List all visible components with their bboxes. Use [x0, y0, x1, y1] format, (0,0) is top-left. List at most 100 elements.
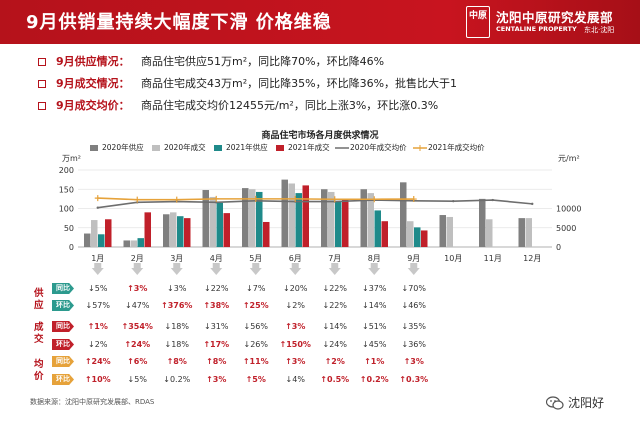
- legend-swatch: [90, 145, 98, 151]
- bar: [98, 234, 105, 247]
- page-title: 9月供销量持续大幅度下滑 价格维稳: [26, 12, 332, 33]
- legend-label: 2021年成交: [288, 142, 330, 152]
- y-tick-label: 150: [59, 185, 74, 194]
- change-cell: ↓22%: [204, 284, 229, 293]
- legend-swatch: [276, 145, 284, 151]
- x-tick-label: 4月: [210, 254, 223, 263]
- change-cell: ↓14%: [362, 301, 387, 310]
- change-cell: ↓5%: [127, 375, 147, 384]
- bar: [249, 189, 256, 247]
- legend-label: 2021年成交均价: [428, 142, 485, 152]
- bar: [256, 191, 263, 247]
- legend-label: 2020年成交: [164, 142, 206, 152]
- bar: [263, 221, 270, 247]
- bar: [184, 218, 191, 247]
- row-tag: 环比: [52, 374, 74, 385]
- change-cell: ↓2%: [88, 340, 108, 349]
- row-tag: 环比: [52, 300, 74, 311]
- change-cell: ↓18%: [164, 322, 189, 331]
- bar: [342, 199, 349, 247]
- x-tick-label: 6月: [289, 254, 302, 263]
- change-cell: ↓36%: [401, 340, 426, 349]
- change-cell: ↓70%: [401, 284, 426, 293]
- x-tick-label: 8月: [368, 254, 381, 263]
- bullet-label: 9月成交均价：: [56, 99, 130, 112]
- x-tick-label: 12月: [523, 254, 541, 263]
- legend-swatch: [152, 145, 160, 151]
- bullet-square-icon: [38, 58, 46, 66]
- line-point: [252, 195, 259, 202]
- wechat-icon: [546, 396, 564, 410]
- bar: [223, 213, 230, 247]
- line-point: [96, 206, 99, 209]
- legend-marker: [417, 145, 423, 151]
- bar: [163, 214, 170, 247]
- row-tag: 同比: [52, 321, 74, 332]
- x-tick-label: 2月: [131, 254, 144, 263]
- change-cell: ↑376%: [161, 301, 193, 310]
- bar: [281, 179, 288, 247]
- change-cell: ↓7%: [246, 284, 266, 293]
- change-cell: ↓51%: [362, 322, 387, 331]
- line-point: [173, 196, 180, 203]
- bar: [407, 221, 414, 247]
- x-tick-label: 9月: [407, 254, 420, 263]
- bar: [202, 190, 209, 247]
- bar: [170, 212, 177, 247]
- change-cell: ↑3%: [285, 322, 306, 331]
- change-cell: ↑0.5%: [320, 375, 350, 384]
- change-cell: ↓22%: [322, 284, 347, 293]
- group-label: 均价: [34, 359, 44, 382]
- bar: [137, 238, 144, 247]
- bar: [486, 219, 493, 247]
- bullet-text: 商品住宅成交43万m²，同比降35%，环比降36%，批售比大于1: [141, 77, 458, 90]
- change-cell: ↓45%: [362, 340, 387, 349]
- line-point: [134, 196, 141, 203]
- bar: [518, 218, 525, 247]
- x-tick-label: 5月: [249, 254, 262, 263]
- bar: [328, 191, 335, 247]
- x-tick-label: 11月: [484, 254, 502, 263]
- legend-label: 2021年供应: [226, 142, 268, 152]
- brand-en: CENTALINE PROPERTY: [496, 25, 577, 33]
- y-tick-label: 50: [64, 224, 74, 233]
- bar: [295, 193, 302, 247]
- x-tick-label: 1月: [91, 254, 104, 263]
- change-cell: ↑3%: [403, 357, 424, 366]
- change-cell: ↓0.2%: [163, 375, 191, 384]
- y-tick-label: 0: [69, 243, 74, 252]
- bar: [479, 198, 486, 247]
- bar: [288, 183, 295, 247]
- change-cell: ↑0.2%: [359, 375, 389, 384]
- bullet-square-icon: [38, 80, 46, 88]
- x-tick-label: 10月: [444, 254, 462, 263]
- change-cell: ↑1%: [364, 357, 385, 366]
- change-cell: ↓46%: [401, 301, 426, 310]
- down-arrow-icon: [170, 263, 183, 275]
- bar: [374, 210, 381, 247]
- legend-label: 2020年成交均价: [350, 142, 407, 152]
- y-unit-label: 万m²: [62, 154, 81, 163]
- y-tick-label: 100: [59, 205, 74, 214]
- change-cell: ↓22%: [322, 301, 347, 310]
- change-cell: ↑2%: [324, 357, 345, 366]
- bar: [360, 189, 367, 247]
- change-cell: ↓57%: [85, 301, 110, 310]
- change-cell: ↑5%: [245, 375, 266, 384]
- change-cell: ↑24%: [84, 357, 111, 366]
- x-tick-label: 3月: [170, 254, 183, 263]
- bar: [130, 240, 137, 247]
- change-cell: ↑3%: [206, 375, 227, 384]
- y-tick-label: 200: [59, 166, 74, 175]
- down-arrow-icon: [210, 263, 223, 275]
- bullet-label: 9月供应情况：: [56, 55, 130, 68]
- bar: [123, 240, 130, 247]
- change-cell: ↑8%: [166, 357, 187, 366]
- change-cell: ↓31%: [204, 322, 229, 331]
- change-cell: ↑3%: [127, 284, 148, 293]
- bullet-text: 商品住宅供应51万m²，同比降70%，环比降46%: [141, 55, 385, 68]
- row-tag: 同比: [52, 283, 74, 294]
- change-cell: ↓5%: [88, 284, 108, 293]
- change-cell: ↑6%: [127, 357, 148, 366]
- bar: [216, 202, 223, 247]
